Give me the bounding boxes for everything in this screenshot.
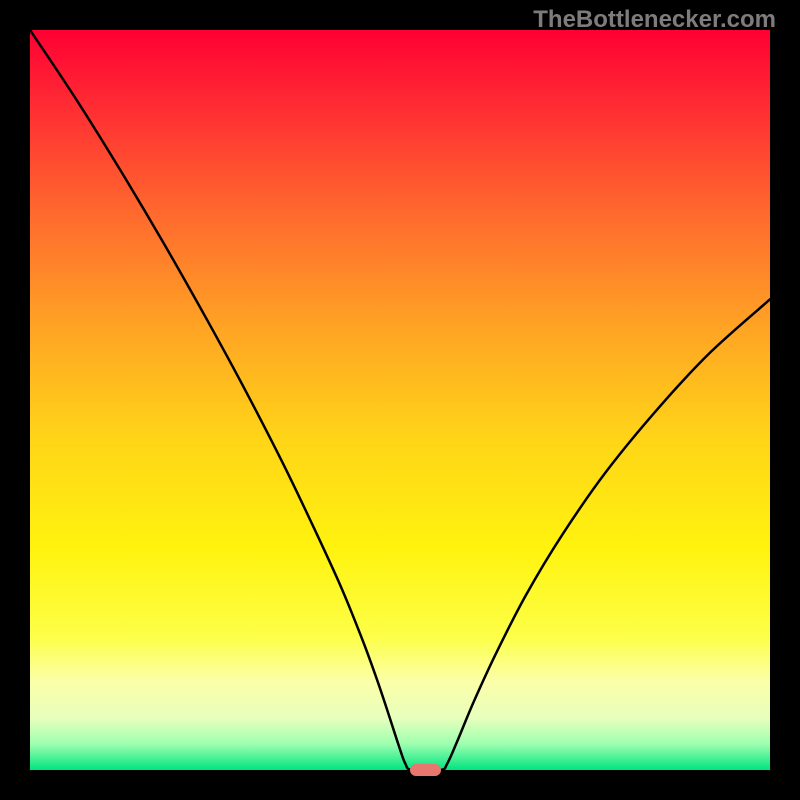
bottleneck-curve — [30, 30, 770, 770]
minimum-marker — [410, 764, 441, 777]
chart-container: TheBottlenecker.com — [0, 0, 800, 800]
plot-area — [30, 30, 770, 770]
